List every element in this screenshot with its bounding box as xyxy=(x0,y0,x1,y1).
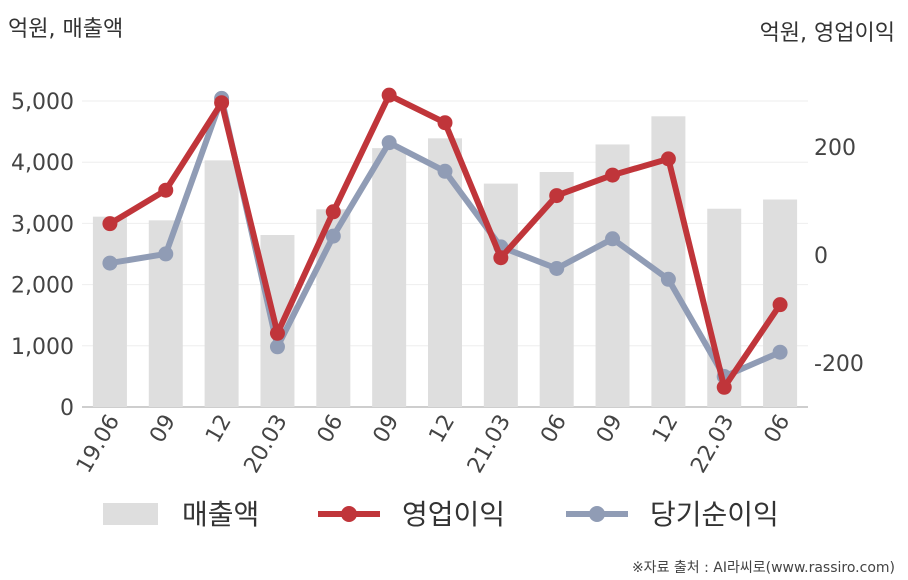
bar-series-revenue xyxy=(92,116,798,408)
operating-profit-point xyxy=(102,216,118,232)
x-tick-label: 09 xyxy=(592,411,628,448)
operating-profit-point xyxy=(493,250,509,266)
x-tick-label: 22.03 xyxy=(686,411,739,478)
bar xyxy=(595,144,630,407)
legend: 매출액 영업이익 당기순이익 xyxy=(103,498,779,531)
source-note: ※자료 출처 : AI라씨로(www.rassiro.com) xyxy=(632,560,895,576)
line-series xyxy=(102,87,788,395)
legend-label-revenue: 매출액 xyxy=(182,498,259,531)
operating-profit-point xyxy=(325,204,341,220)
operating-profit-point xyxy=(214,95,230,111)
bar xyxy=(204,160,239,407)
legend-label-operating-profit: 영업이익 xyxy=(402,498,505,531)
operating-profit-point xyxy=(549,188,565,204)
net-profit-point xyxy=(158,246,174,262)
x-tick-label: 06 xyxy=(760,411,796,448)
operating-profit-point xyxy=(605,167,621,183)
net-profit-point xyxy=(437,163,453,179)
net-profit-point xyxy=(325,228,341,244)
operating-profit-point xyxy=(772,297,788,313)
left-tick-label: 5,000 xyxy=(11,90,74,115)
net-profit-point xyxy=(381,135,397,151)
x-tick-label: 09 xyxy=(369,411,405,448)
legend-swatch-revenue xyxy=(103,503,158,525)
right-axis-ticks: -200 0 200 xyxy=(814,136,864,377)
legend-label-net-profit: 당기순이익 xyxy=(650,498,779,531)
bar xyxy=(372,148,407,407)
x-tick-label: 19.06 xyxy=(72,411,125,478)
right-tick-label: -200 xyxy=(814,352,864,377)
x-tick-label: 12 xyxy=(201,411,237,448)
left-tick-label: 4,000 xyxy=(11,151,74,176)
left-axis-ticks: 0 1,000 2,000 3,000 4,000 5,000 xyxy=(11,90,74,421)
operating-profit-point xyxy=(381,87,397,103)
x-tick-label: 12 xyxy=(648,411,684,448)
operating-profit-point xyxy=(437,115,453,131)
net-profit-point xyxy=(772,344,788,360)
x-tick-label: 12 xyxy=(425,411,461,448)
left-axis-unit: 억원, 매출액 xyxy=(8,17,123,42)
bar xyxy=(92,216,127,407)
net-profit-point xyxy=(660,271,676,287)
x-tick-label: 20.03 xyxy=(240,411,293,478)
x-tick-label: 21.03 xyxy=(463,411,516,478)
bar xyxy=(483,183,518,407)
x-tick-label: 06 xyxy=(313,411,349,448)
right-tick-label: 0 xyxy=(814,244,828,269)
net-profit-point xyxy=(269,339,285,355)
net-profit-point xyxy=(605,231,621,247)
left-tick-label: 3,000 xyxy=(11,212,74,237)
right-tick-label: 200 xyxy=(814,136,856,161)
operating-profit-point xyxy=(716,379,732,395)
x-tick-label: 06 xyxy=(536,411,572,448)
operating-profit-point xyxy=(660,151,676,167)
left-tick-label: 0 xyxy=(60,396,74,421)
legend-swatch-operating-profit-marker xyxy=(341,506,357,522)
right-axis-unit: 억원, 영업이익 xyxy=(760,21,895,46)
operating-profit-point xyxy=(269,325,285,341)
net-profit-point xyxy=(549,261,565,276)
net-profit-point xyxy=(102,255,118,271)
operating-profit-point xyxy=(158,182,174,198)
x-tick-label: 09 xyxy=(145,411,181,448)
left-tick-label: 1,000 xyxy=(11,335,74,360)
left-tick-label: 2,000 xyxy=(11,274,74,299)
x-axis-ticks: 19.06 09 12 20.03 06 09 12 21.03 06 09 12 22.03 06 xyxy=(72,411,795,478)
legend-swatch-net-profit-marker xyxy=(589,506,605,522)
